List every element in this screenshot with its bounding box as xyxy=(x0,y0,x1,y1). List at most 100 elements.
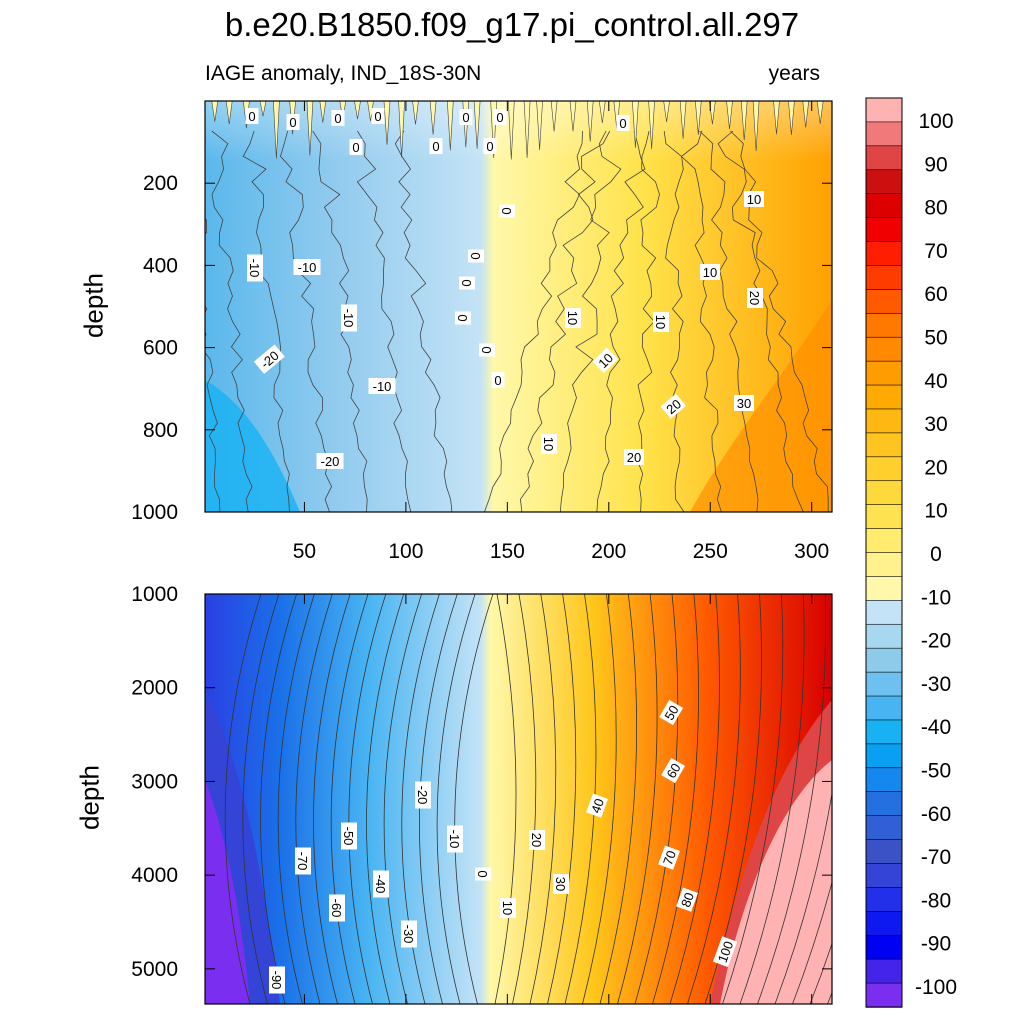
colorbar-swatch xyxy=(865,145,903,171)
label-box xyxy=(529,830,545,850)
lower-contour-line xyxy=(599,594,638,1004)
lower-contour-label: 0 xyxy=(475,867,491,881)
upper-contour-line xyxy=(280,130,333,512)
upper-contour-label: 0 xyxy=(483,138,497,154)
upper-contour-label-text: 10 xyxy=(747,192,761,207)
lower-contour-line xyxy=(547,594,577,1004)
surface-zero-contour xyxy=(523,101,531,158)
surface-zero-contour xyxy=(648,101,655,150)
lower-contour-line xyxy=(757,594,826,1004)
lower-contour-labels: -90 -70 -60 -50 -40 -30 -20 -10 0 10 20 30 40 50 60 70 8… xyxy=(269,699,738,994)
colorbar-label: 70 xyxy=(924,240,947,263)
x-tick-label: 250 xyxy=(693,540,728,563)
colorbar-swatch xyxy=(865,815,903,841)
lower-contour-line xyxy=(295,594,333,1004)
plot-subtitle: IAGE anomaly, IND_18S-30N xyxy=(205,62,482,85)
label-box xyxy=(373,870,389,898)
colorbar-swatch xyxy=(865,408,903,434)
label-box xyxy=(500,898,516,918)
label-box xyxy=(459,276,475,290)
lower-contour-line xyxy=(494,594,517,1004)
upper-contour-line xyxy=(663,130,685,512)
colorbar-label: 50 xyxy=(924,327,947,350)
label-box xyxy=(586,793,608,818)
label-box xyxy=(475,867,491,881)
lower-contour-line xyxy=(224,594,262,1004)
label-box xyxy=(253,344,285,375)
upper-contour-label: 10 xyxy=(592,347,619,374)
upper-contour-line xyxy=(242,130,290,512)
label-box xyxy=(541,434,557,454)
upper-contour-label: 10 xyxy=(565,308,581,328)
upper-contour-line xyxy=(519,130,611,512)
colorbar-swatch xyxy=(865,958,903,984)
x-tick-label: 50 xyxy=(293,540,316,563)
lower-contour-label-text: 100 xyxy=(715,939,737,965)
lower-ytick-label: 2000 xyxy=(131,677,178,700)
colorbar: 1009080706050403020100-10-20-30-40-50-60… xyxy=(865,97,957,1008)
colorbar-label: 80 xyxy=(924,197,947,220)
x-tick-label: 150 xyxy=(490,540,525,563)
lower-contour-lines xyxy=(224,594,832,1004)
surface-zero-contour xyxy=(447,101,454,151)
upper-ytick-label: 1000 xyxy=(131,501,178,524)
lower-contour-label: 40 xyxy=(586,793,608,818)
lower-contour-line xyxy=(529,594,557,1004)
upper-contour-label-text: 0 xyxy=(479,346,494,353)
upper-surface-shade xyxy=(205,101,832,161)
upper-contour-label: 0 xyxy=(459,276,475,290)
label-box xyxy=(293,259,321,275)
label-box xyxy=(429,138,443,154)
label-box xyxy=(616,115,630,131)
surface-zero-contour xyxy=(726,101,733,130)
surface-zero-contour xyxy=(740,101,748,141)
lower-contour-label-text: -30 xyxy=(401,925,416,944)
surface-zero-contour xyxy=(752,101,760,152)
lower-contour-line xyxy=(242,594,280,1004)
colorbar-swatch xyxy=(865,360,903,386)
colorbar-label: 20 xyxy=(924,456,947,479)
upper-contour-label: 0 xyxy=(286,114,300,130)
x-tick-label: 100 xyxy=(388,540,423,563)
label-box xyxy=(565,308,581,328)
lower-contour-line xyxy=(617,594,658,1004)
lower-contour-line xyxy=(436,594,476,1004)
colorbar-label: 100 xyxy=(918,110,953,133)
upper-contour-label-text: -10 xyxy=(298,260,317,275)
surface-zero-contour xyxy=(354,101,361,120)
upper-contour-label: 0 xyxy=(371,108,385,124)
colorbar-swatch xyxy=(865,982,903,1008)
units-label: years xyxy=(768,62,820,85)
surface-zero-contour xyxy=(802,101,809,128)
upper-contour-label-text: 0 xyxy=(374,109,381,124)
upper-contour-line xyxy=(680,130,722,512)
upper-contour-label: -10 xyxy=(341,304,357,332)
figure-title: b.e20.B1850.f09_g17.pi_control.all.297 xyxy=(224,6,800,43)
upper-contour-label-text: 0 xyxy=(432,139,439,154)
upper-contour-label: 0 xyxy=(493,109,507,125)
upper-contour-label-text: 20 xyxy=(627,450,641,465)
upper-contour-line xyxy=(211,130,253,512)
upper-field-fill xyxy=(205,101,832,512)
colorbar-label: -70 xyxy=(921,846,951,869)
colorbar-label: -60 xyxy=(921,803,951,826)
lower-ytick-label: 1000 xyxy=(131,583,178,606)
colorbar-label: -40 xyxy=(921,716,951,739)
upper-ytick-label: 200 xyxy=(143,172,178,195)
label-box xyxy=(592,347,619,374)
label-box xyxy=(368,378,396,394)
colorbar-label: 30 xyxy=(924,413,947,436)
lower-contour-label-text: -20 xyxy=(415,786,430,805)
upper-contour-label-text: -20 xyxy=(321,454,340,469)
upper-contour-label: 30 xyxy=(734,395,754,411)
lower-minus100-region xyxy=(205,780,250,1004)
upper-contour-line xyxy=(356,130,412,512)
lower-contour-line xyxy=(366,594,405,1004)
lower-contour-label-text: -90 xyxy=(269,971,284,990)
label-box xyxy=(700,264,720,280)
upper-deep-positive-region xyxy=(690,300,832,512)
lower-contour-label: 10 xyxy=(500,898,516,918)
lower-contour-label: 50 xyxy=(659,699,684,726)
surface-zero-contour xyxy=(259,101,267,117)
